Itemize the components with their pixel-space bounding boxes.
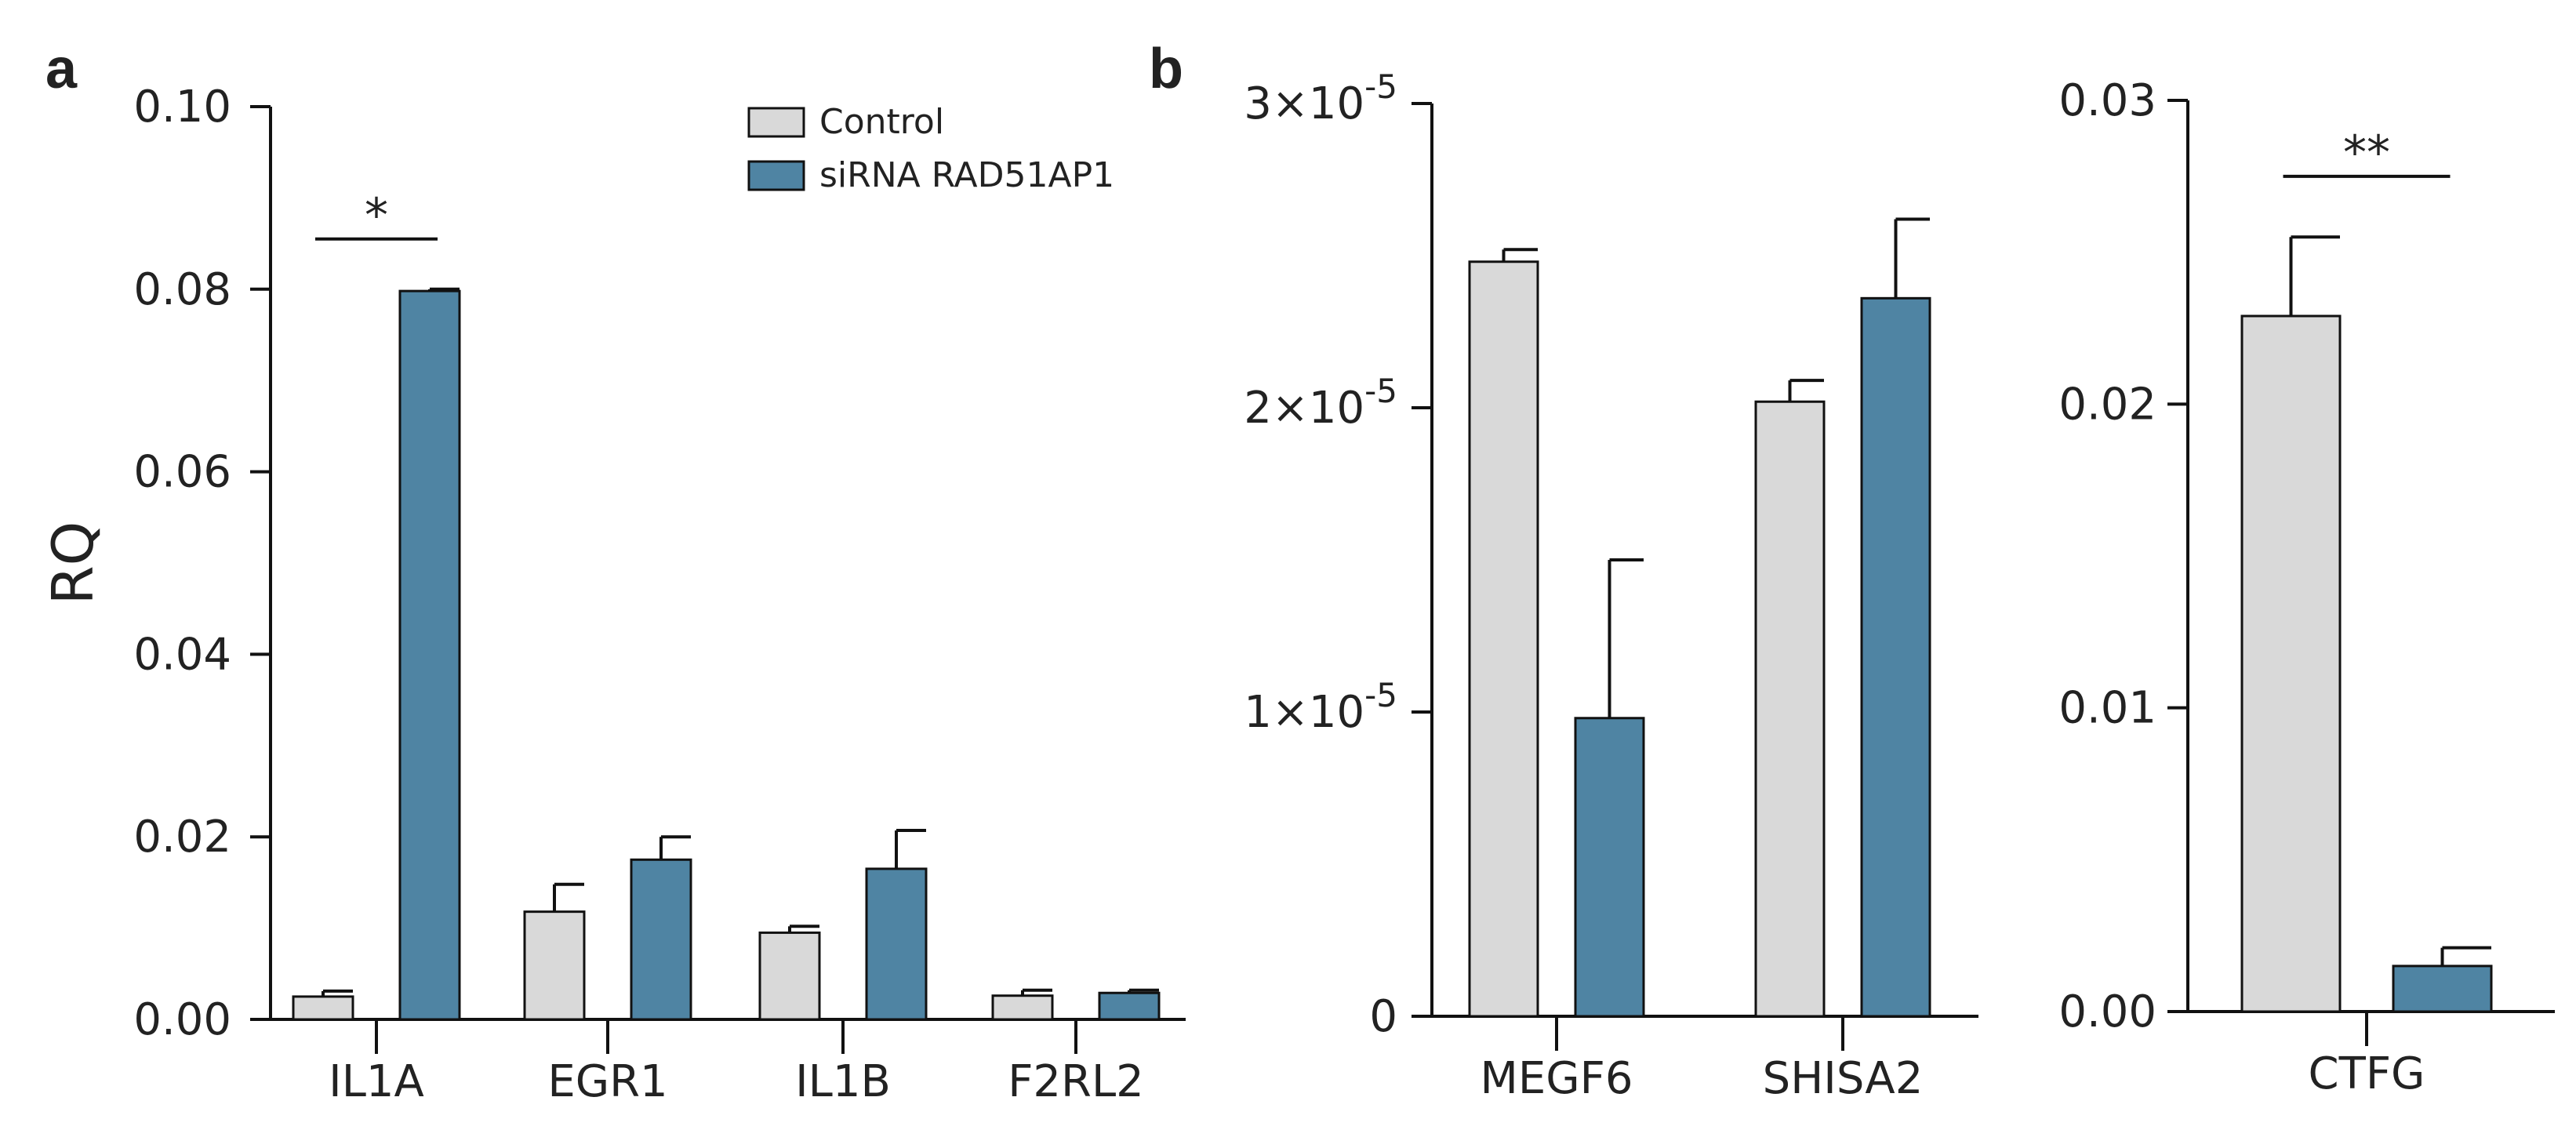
a-bar-sirna — [865, 867, 928, 1021]
c-bar-sirna — [2392, 965, 2493, 1013]
a-bar-control — [292, 995, 354, 1021]
b-bar-sirna — [1860, 296, 1931, 1018]
c-y-tick-label: 0.01 — [2058, 683, 2156, 734]
c-significance-label: ** — [2343, 125, 2390, 180]
b-y-tick-label: 2×10-5 — [1244, 372, 1397, 434]
a-category-label: IL1A — [329, 1056, 424, 1107]
a-y-tick-label: 0.10 — [133, 82, 231, 133]
b-bar-control — [1468, 260, 1539, 1018]
a-bar-sirna — [1098, 991, 1161, 1021]
c-bar-control — [2240, 314, 2342, 1013]
c-y-tick-label: 0.02 — [2058, 379, 2156, 430]
a-category-label: IL1B — [795, 1056, 891, 1107]
a-y-tick-label: 0.00 — [133, 994, 231, 1045]
b-bar-control — [1754, 400, 1826, 1018]
b-bar-sirna — [1574, 717, 1645, 1018]
panel-letter-b: b — [1149, 38, 1183, 100]
a-bar-control — [991, 994, 1054, 1021]
c-category-label: CTFG — [2309, 1048, 2425, 1099]
b-y-tick-label: 0 — [1369, 991, 1397, 1042]
panel-letter-a: a — [45, 38, 78, 100]
a-y-tick-label: 0.08 — [133, 264, 231, 315]
c-y-tick-label: 0.00 — [2058, 986, 2156, 1037]
a-bar-control — [523, 910, 586, 1021]
a-bar-sirna — [630, 858, 692, 1021]
a-bar-control — [758, 931, 821, 1021]
legend-swatch-control — [747, 107, 805, 138]
chart-panel-a: 0.00 0.02 0.04 0.06 0.08 0.10 IL1A EGR1 IL1B F2RL… — [133, 82, 1186, 1107]
chart-panel-b-right: 0.00 0.01 0.02 0.03 CTFG ** — [2058, 75, 2555, 1099]
a-category-label: EGR1 — [547, 1056, 667, 1107]
legend-swatch-sirna — [747, 160, 805, 191]
chart-panel-b: 0 1×10-5 2×10-5 3×10-5 MEGF6 SHISA2 — [1244, 67, 1978, 1104]
legend-label-sirna: siRNA RAD51AP1 — [819, 155, 1114, 195]
a-y-tick-label: 0.02 — [133, 812, 231, 863]
a-category-label: F2RL2 — [1008, 1056, 1144, 1107]
y-axis-label: RQ — [40, 521, 106, 605]
b-y-tick-label: 1×10-5 — [1244, 676, 1397, 738]
a-y-tick-label: 0.06 — [133, 447, 231, 498]
legend-label-control: Control — [819, 102, 944, 142]
b-y-tick-label: 3×10-5 — [1244, 67, 1397, 129]
a-significance-label: * — [365, 188, 388, 243]
b-category-label: SHISA2 — [1763, 1053, 1924, 1104]
a-bar-sirna — [398, 289, 461, 1021]
legend: Control siRNA RAD51AP1 — [747, 102, 1114, 195]
b-category-label: MEGF6 — [1481, 1053, 1633, 1104]
a-y-tick-label: 0.04 — [133, 629, 231, 680]
c-y-tick-label: 0.03 — [2058, 75, 2156, 126]
